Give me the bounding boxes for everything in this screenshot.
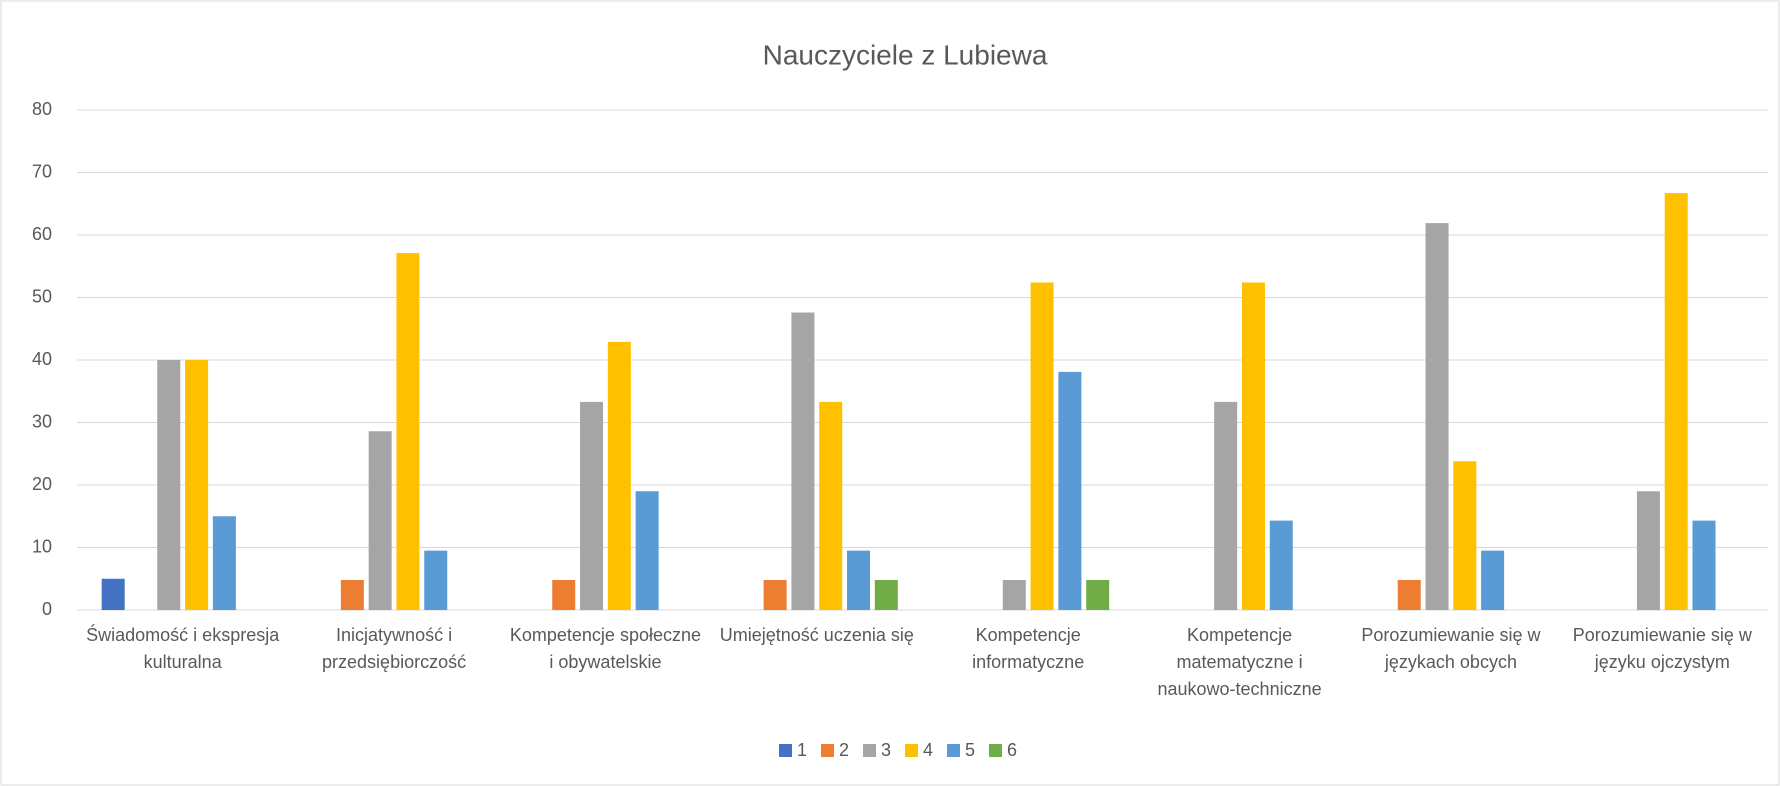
x-tick-label: Kompetencje matematyczne i naukowo-techn… (1157, 625, 1322, 699)
bar (1058, 371, 1082, 610)
bar (396, 253, 420, 610)
bar (607, 341, 631, 610)
chart-title: Nauczyciele z Lubiewa (763, 39, 1048, 70)
x-tick-label: Porozumiewanie się w języku ojczystym (1572, 625, 1752, 672)
bar (1664, 193, 1688, 610)
bar (847, 550, 871, 610)
legend-swatch (779, 744, 792, 757)
legend-swatch (821, 744, 834, 757)
bar (580, 401, 604, 610)
y-tick-label: 20 (32, 474, 52, 494)
bar (1692, 520, 1716, 610)
bar (1481, 550, 1505, 610)
legend-swatch (989, 744, 1002, 757)
bar (1241, 282, 1265, 610)
bar (552, 580, 576, 610)
bar (635, 491, 659, 610)
bar (1002, 580, 1026, 610)
y-tick-label: 0 (42, 599, 52, 619)
bar (1269, 520, 1293, 610)
legend-label: 5 (965, 740, 975, 760)
legend-label: 1 (797, 740, 807, 760)
bar (368, 431, 392, 610)
bar (1086, 580, 1110, 610)
y-tick-label: 60 (32, 224, 52, 244)
x-tick-label: Umiejętność uczenia się (719, 625, 914, 645)
legend-label: 4 (923, 740, 933, 760)
bar (185, 360, 209, 610)
legend-swatch (863, 744, 876, 757)
y-tick-label: 10 (32, 536, 52, 556)
bar (101, 578, 125, 610)
x-tick-label: Inicjatywność i przedsiębiorczość (322, 625, 467, 672)
bar (424, 550, 448, 610)
x-tick-label: Świadomość i ekspresja kulturalna (86, 625, 280, 672)
bar (1636, 491, 1660, 610)
x-tick-label: Kompetencje społeczne i obywatelskie (509, 625, 701, 672)
bar (1030, 282, 1054, 610)
legend-label: 6 (1007, 740, 1017, 760)
bar (763, 580, 787, 610)
bar (1397, 580, 1421, 610)
legend-swatch (947, 744, 960, 757)
bar (874, 580, 898, 610)
x-tick-label: Porozumiewanie się w językach obcych (1361, 625, 1541, 672)
y-tick-label: 70 (32, 161, 52, 181)
bar (1453, 461, 1477, 610)
legend-label: 3 (881, 740, 891, 760)
y-tick-label: 30 (32, 411, 52, 431)
legend-swatch (905, 744, 918, 757)
bar (1425, 223, 1449, 610)
y-tick-label: 50 (32, 286, 52, 306)
bar (157, 360, 181, 610)
x-tick-label: Kompetencje informatyczne (972, 625, 1085, 672)
bar (819, 401, 843, 610)
bar (340, 580, 364, 610)
legend-label: 2 (839, 740, 849, 760)
bar (1214, 401, 1238, 610)
y-tick-label: 40 (32, 349, 52, 369)
y-tick-label: 80 (32, 99, 52, 119)
bar (791, 312, 815, 610)
bar (212, 516, 236, 610)
